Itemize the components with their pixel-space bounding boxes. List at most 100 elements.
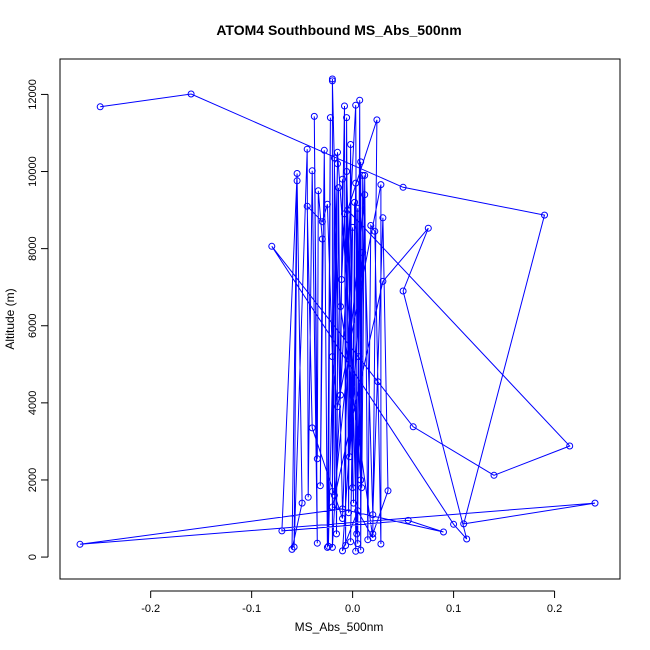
data-point: [308, 424, 316, 432]
data-point: [373, 116, 381, 124]
data-point: [334, 148, 341, 156]
data-point: [490, 471, 498, 479]
y-tick-label: 2000: [27, 468, 39, 492]
data-point: [460, 520, 468, 528]
data-point: [328, 503, 336, 511]
data-point: [330, 154, 338, 162]
data-point: [337, 303, 344, 310]
data-point: [369, 534, 377, 542]
data-point: [357, 476, 365, 484]
data-point: [323, 543, 331, 551]
data-point: [367, 222, 375, 229]
x-tick-label: 0.2: [547, 603, 562, 615]
data-point: [399, 287, 407, 295]
data-point: [335, 184, 342, 192]
data-point: [359, 249, 367, 256]
data-point: [353, 530, 361, 538]
data-point: [328, 75, 336, 83]
data-point: [303, 202, 311, 210]
data-point: [313, 455, 321, 463]
data-point: [298, 499, 306, 507]
data-point: [591, 499, 599, 507]
data-point: [320, 146, 328, 154]
data-point: [369, 530, 377, 538]
data-point: [450, 520, 458, 528]
data-point: [318, 235, 326, 243]
data-point: [290, 543, 298, 551]
data-point: [330, 491, 338, 499]
data-point: [76, 540, 84, 548]
data-point: [440, 528, 447, 536]
data-point: [308, 167, 316, 175]
data-point: [343, 114, 351, 122]
data-point: [357, 158, 365, 166]
data-point: [347, 538, 355, 546]
data-point: [337, 391, 344, 399]
data-point: [352, 547, 360, 555]
data-point: [316, 482, 324, 490]
data-point: [96, 103, 104, 111]
data-point: [339, 547, 346, 555]
data-point: [377, 540, 385, 548]
data-point: [361, 171, 369, 179]
data-point: [328, 353, 336, 361]
data-point: [334, 160, 341, 168]
data-point: [341, 210, 348, 218]
data-point: [318, 218, 326, 226]
data-point: [278, 527, 286, 535]
chart-title: ATOM4 Southbound MS_Abs_500nm: [216, 22, 461, 38]
data-point: [354, 204, 362, 212]
y-tick-label: 4000: [27, 391, 39, 415]
data-point: [404, 516, 412, 524]
data-point: [338, 276, 345, 283]
data-point: [377, 181, 385, 189]
x-tick-label: 0.0: [345, 603, 360, 615]
data-point: [374, 378, 382, 386]
y-tick-label: 12000: [27, 79, 39, 110]
data-point: [371, 227, 379, 235]
data-point: [293, 177, 301, 185]
data-point: [463, 535, 471, 543]
y-tick-label: 8000: [27, 236, 39, 260]
data-point: [324, 542, 332, 550]
data-point: [566, 442, 574, 450]
data-point: [339, 515, 346, 522]
data-point: [369, 511, 377, 519]
data-point: [359, 171, 367, 179]
plot-frame: [59, 58, 621, 580]
data-point: [361, 191, 369, 199]
data-point: [339, 175, 346, 183]
data-point: [346, 453, 354, 461]
y-tick-label: 10000: [27, 156, 39, 187]
data-point: [339, 505, 346, 513]
data-point: [310, 112, 318, 120]
x-tick-label: -0.2: [141, 603, 160, 615]
data-point: [352, 179, 360, 187]
data-point: [326, 114, 334, 122]
data-point: [424, 224, 432, 232]
data-point: [384, 487, 392, 495]
data-point: [357, 546, 365, 554]
data-point: [358, 484, 366, 492]
data-point: [328, 77, 336, 85]
y-tick-label: 0: [27, 554, 39, 560]
data-point: [345, 509, 353, 517]
data-point: [349, 484, 357, 492]
data-point: [355, 353, 363, 361]
data-point: [187, 90, 195, 98]
data-point: [356, 96, 364, 104]
data-point: [341, 102, 348, 110]
y-axis: 0 2000 4000 6000 8000 10000 12000: [27, 79, 49, 560]
data-point: [352, 101, 360, 109]
data-point: [333, 530, 340, 538]
data-point: [541, 211, 548, 219]
data-point: [314, 187, 322, 195]
data-point: [354, 540, 362, 548]
data-point: [304, 493, 312, 501]
data-point: [323, 200, 331, 208]
data-point: [354, 507, 362, 515]
data-point: [328, 543, 336, 551]
y-axis-label: Altitude (m): [3, 288, 17, 349]
data-point: [334, 403, 341, 411]
data-point: [347, 141, 355, 148]
